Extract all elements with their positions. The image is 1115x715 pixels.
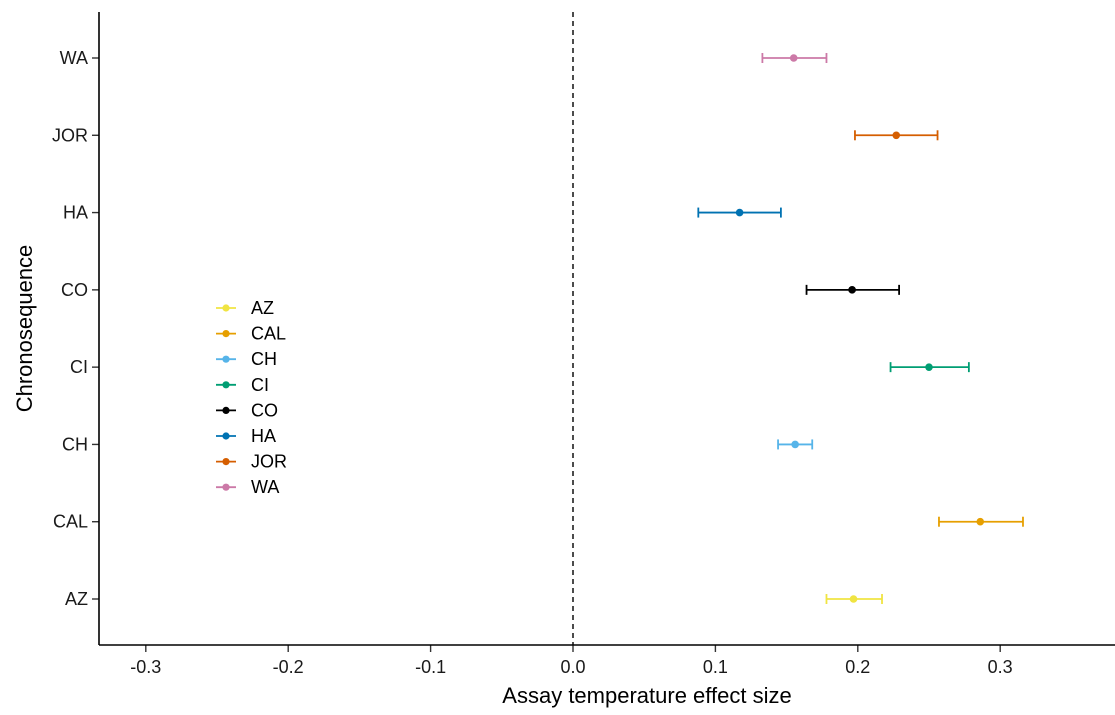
legend-item-ch: CH: [216, 349, 277, 369]
legend-point: [222, 355, 230, 363]
y-tick-label-ha: HA: [63, 203, 88, 223]
legend-item-az: AZ: [216, 298, 274, 318]
series-ch: [777, 439, 814, 450]
x-tick-label: 0.0: [560, 657, 585, 677]
x-tick-label: -0.3: [130, 657, 161, 677]
series-ci: [889, 362, 970, 373]
legend-label: CH: [251, 349, 277, 369]
x-axis-ticks: [145, 645, 1001, 652]
legend-item-ha: HA: [216, 426, 276, 446]
y-tick-label-cal: CAL: [53, 512, 88, 532]
y-tick-label-jor: JOR: [52, 125, 88, 145]
legend-point: [222, 458, 230, 466]
x-tick-label: 0.1: [703, 657, 728, 677]
legend: AZ CAL CH CI CO HA JOR WA: [216, 298, 287, 497]
point-estimate: [791, 440, 799, 449]
y-tick-label-co: CO: [61, 280, 88, 300]
series-cal: [938, 516, 1024, 527]
series-wa: [761, 53, 828, 63]
legend-point: [222, 304, 230, 312]
y-tick-label-ci: CI: [70, 357, 88, 377]
legend-item-jor: JOR: [216, 452, 287, 472]
legend-item-cal: CAL: [216, 324, 286, 344]
series-ha: [697, 207, 782, 218]
legend-point: [222, 483, 230, 491]
y-axis-tick-labels: AZ CAL CH CI CO HA JOR WA: [52, 48, 88, 609]
y-axis-ticks: [92, 57, 99, 600]
legend-point: [222, 330, 230, 338]
x-tick-label: -0.1: [415, 657, 446, 677]
y-tick-label-ch: CH: [62, 434, 88, 454]
x-axis-tick-labels: -0.3 -0.2 -0.1 0.0 0.1 0.2 0.3: [130, 657, 1012, 677]
data-marks: [697, 53, 1024, 604]
y-tick-label-wa: WA: [60, 48, 88, 68]
legend-label: HA: [251, 426, 276, 446]
legend-point: [222, 381, 230, 389]
series-jor: [854, 130, 939, 141]
legend-label: CO: [251, 400, 278, 420]
legend-item-wa: WA: [216, 477, 279, 497]
legend-item-co: CO: [216, 400, 278, 420]
point-estimate: [849, 595, 858, 603]
y-axis-title: Chronosequence: [12, 245, 37, 413]
series-co: [805, 284, 900, 295]
legend-point: [222, 432, 230, 440]
point-estimate: [848, 286, 856, 294]
legend-label: WA: [251, 477, 279, 497]
point-estimate: [892, 131, 901, 140]
x-tick-label: 0.3: [988, 657, 1013, 677]
legend-item-ci: CI: [216, 375, 269, 395]
legend-label: CAL: [251, 324, 286, 344]
legend-label: CI: [251, 375, 269, 395]
point-estimate: [735, 208, 744, 217]
legend-label: JOR: [251, 452, 287, 472]
x-tick-label: 0.2: [845, 657, 870, 677]
x-axis-title: Assay temperature effect size: [502, 683, 791, 708]
point-estimate: [925, 363, 933, 371]
y-tick-label-az: AZ: [65, 589, 88, 609]
x-tick-label: -0.2: [273, 657, 304, 677]
series-az: [825, 594, 883, 604]
legend-label: AZ: [251, 298, 274, 318]
point-estimate: [789, 54, 798, 62]
point-estimate: [976, 517, 985, 526]
legend-point: [222, 406, 230, 414]
